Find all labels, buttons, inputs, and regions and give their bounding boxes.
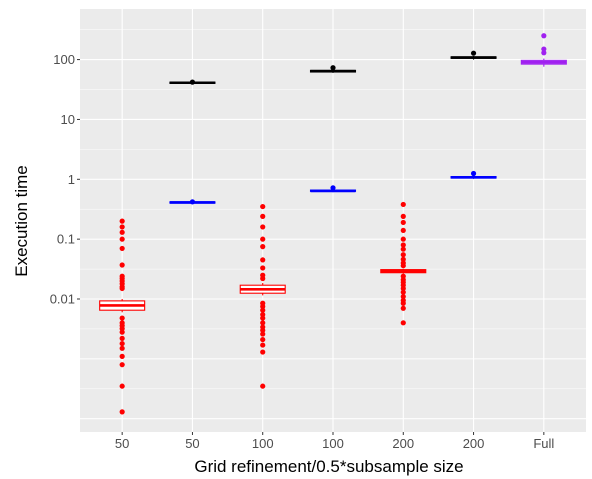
box-outlier (119, 236, 125, 242)
box-outlier (400, 201, 406, 208)
box-outlier (260, 303, 266, 310)
box-group (169, 79, 216, 85)
box-outlier (400, 320, 406, 326)
box-outlier (260, 307, 266, 313)
box-outlier (400, 289, 406, 295)
box-group (169, 199, 216, 205)
box-outlier (400, 219, 406, 226)
x-tick-label: 50 (185, 436, 199, 451)
x-tick-label: Full (533, 436, 554, 451)
y-tick-label: 0.01 (50, 292, 75, 307)
box-outlier (260, 315, 266, 321)
box-outlier (119, 353, 125, 359)
box-outlier (541, 50, 547, 56)
box-group (239, 203, 286, 389)
box-outlier (260, 244, 266, 250)
box-group (450, 50, 497, 60)
box-outlier (400, 293, 406, 300)
x-tick-label: 50 (115, 436, 129, 451)
box-outlier (260, 342, 266, 348)
y-tick-label: 0.1 (57, 232, 75, 247)
box-outlier (330, 65, 336, 71)
box-outlier (260, 236, 266, 242)
x-axis-title: Grid refinement/0.5*subsample size (194, 457, 463, 476)
box-outlier (400, 252, 406, 258)
box-group (380, 201, 427, 326)
box-outlier (400, 242, 406, 248)
box-outlier (400, 246, 406, 252)
x-tick-label: 100 (252, 436, 274, 451)
box-group (309, 65, 357, 73)
box-outlier (119, 345, 125, 351)
box-group (450, 170, 497, 179)
box-outlier (260, 213, 266, 219)
box-outlier (400, 227, 406, 234)
box-outlier (400, 300, 406, 306)
box-outlier (260, 320, 266, 326)
box-outlier (260, 349, 266, 355)
box-outlier (119, 329, 125, 335)
box-outlier (119, 262, 125, 268)
x-tick-label: 200 (463, 436, 485, 451)
box-outlier (119, 383, 125, 389)
x-axis: 50 50 100 100 200 200 Full (115, 432, 554, 451)
x-tick-label: 200 (392, 436, 414, 451)
box-outlier (400, 305, 406, 311)
box-outlier (260, 336, 266, 343)
box-outlier (260, 383, 266, 389)
y-axis-title: Execution time (12, 165, 31, 277)
box-outlier (470, 50, 477, 56)
box-outlier (119, 285, 125, 292)
box-outlier (119, 335, 125, 341)
y-axis: 0.01 0.1 1 10 100 (50, 52, 80, 307)
y-tick-label: 10 (61, 112, 75, 127)
box-outlier (400, 213, 406, 219)
y-tick-label: 1 (68, 172, 75, 187)
box-outlier (260, 203, 266, 210)
box-outlier (260, 327, 266, 333)
box-outlier (541, 33, 547, 39)
box-layer (99, 33, 567, 415)
x-tick-label: 100 (322, 436, 344, 451)
box-outlier (189, 199, 196, 205)
box-outlier (119, 224, 125, 230)
box-outlier (189, 79, 196, 85)
y-tick-label: 100 (53, 52, 75, 67)
box-outlier (260, 265, 266, 271)
box-outlier (119, 229, 125, 235)
box-outlier (119, 409, 125, 415)
box-outlier (119, 340, 125, 347)
box-outlier (541, 46, 547, 52)
box-outlier (400, 256, 406, 262)
box-outlier (400, 263, 406, 269)
box-outlier (119, 315, 125, 321)
box-outlier (260, 275, 266, 282)
box-outlier (119, 362, 125, 368)
box-outlier (260, 257, 266, 263)
box-group (520, 33, 567, 67)
box-outlier (470, 170, 477, 177)
box-outlier (400, 285, 406, 292)
box-group (99, 218, 146, 415)
box-outlier (330, 185, 336, 191)
box-outlier (400, 236, 406, 242)
box-outlier (119, 245, 125, 252)
box-outlier (119, 218, 125, 224)
box-outlier (260, 331, 266, 337)
box-group (309, 185, 357, 193)
box-outlier (260, 224, 266, 230)
